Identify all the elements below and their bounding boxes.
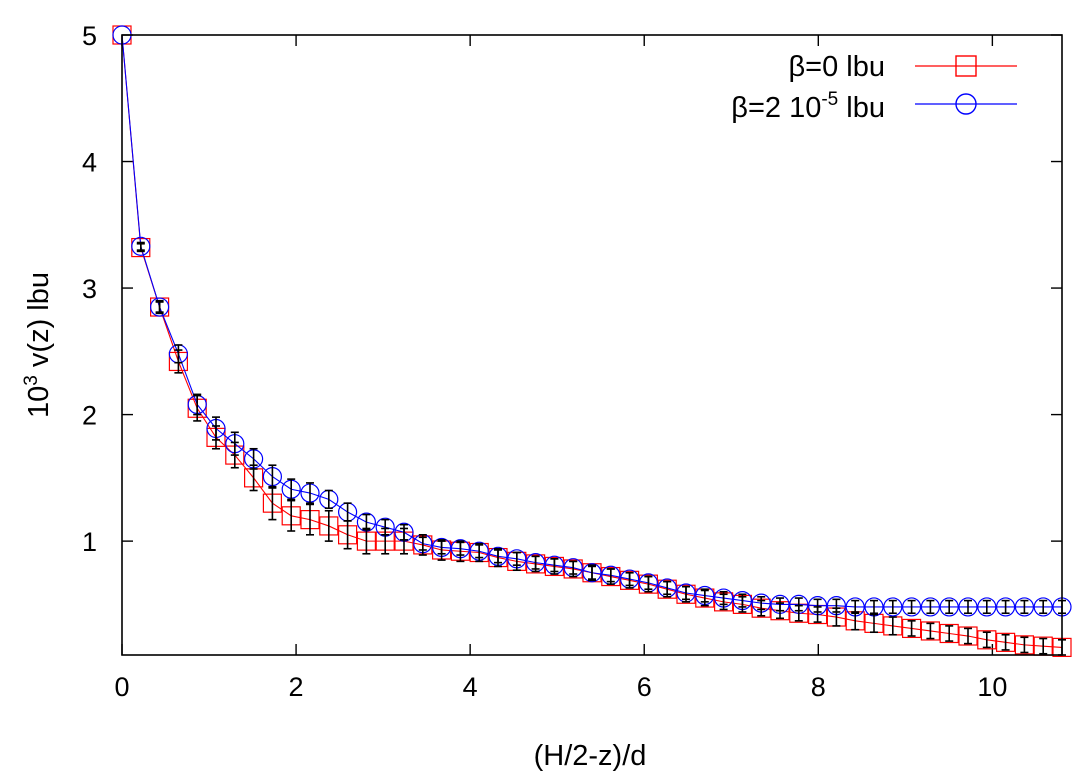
data-point [1014,635,1035,655]
data-point [901,597,922,617]
data-point [131,236,151,256]
x-tick-label: 0 [114,672,129,702]
data-point [939,623,959,644]
data-point [920,621,941,641]
legend-label-series-2-superscript: -5 [821,89,838,110]
data-point [1033,597,1053,617]
legend-marker-series-2 [955,93,977,115]
x-tick-label: 2 [289,672,304,702]
x-tick-label: 8 [811,672,826,702]
x-tick-label: 6 [637,672,652,702]
y-tick-label: 3 [82,274,97,304]
y-tick-label: 2 [82,401,97,431]
data-point [901,618,922,639]
legend-marker-series-1 [955,55,977,77]
series-layer [112,25,1072,658]
x-tick-labels: 0 2 4 6 8 10 [114,672,1007,702]
y-tick-label: 1 [82,527,97,557]
y-tick-labels: 1 2 3 4 5 [82,21,97,557]
series-line [121,34,1063,648]
y-axis-label-main: 10 [23,386,55,418]
data-point [920,597,941,617]
y-tick-label: 4 [82,148,97,178]
y-axis-label: 103 v(z) lbu [21,272,55,418]
data-point [939,597,959,617]
data-point [150,297,170,317]
series-2 [112,25,1072,617]
x-axis-label: (H/2-z)/d [534,740,647,772]
x-tick-label: 10 [977,672,1007,702]
data-point [958,597,978,617]
data-point [977,630,997,650]
y-tick-label: 5 [82,21,97,51]
data-point [995,632,1016,652]
legend: β=0 lbu β=2 10-5 lbu [731,51,1017,124]
y-axis-label-superscript: 3 [21,375,42,386]
data-point [958,626,978,646]
series-1 [112,25,1072,658]
x-tick-label: 4 [463,672,478,702]
legend-label-series-1-main: β=0 lbu [788,51,885,83]
data-point [995,597,1016,617]
data-point [977,597,997,617]
legend-label-series-2-rest: lbu [838,92,885,124]
tick-marks [121,34,1062,655]
legend-label-series-2-main: β=2 10 [731,92,821,124]
plot-frame [121,34,1063,656]
legend-label-series-2: β=2 10-5 lbu [731,89,885,124]
y-axis-label-rest: v(z) lbu [23,272,55,375]
data-point [582,563,602,583]
data-point [883,597,903,617]
error-bars [136,241,1066,656]
data-point [1014,597,1035,617]
series-line [121,34,1062,608]
legend-label-series-1: β=0 lbu [788,51,885,83]
